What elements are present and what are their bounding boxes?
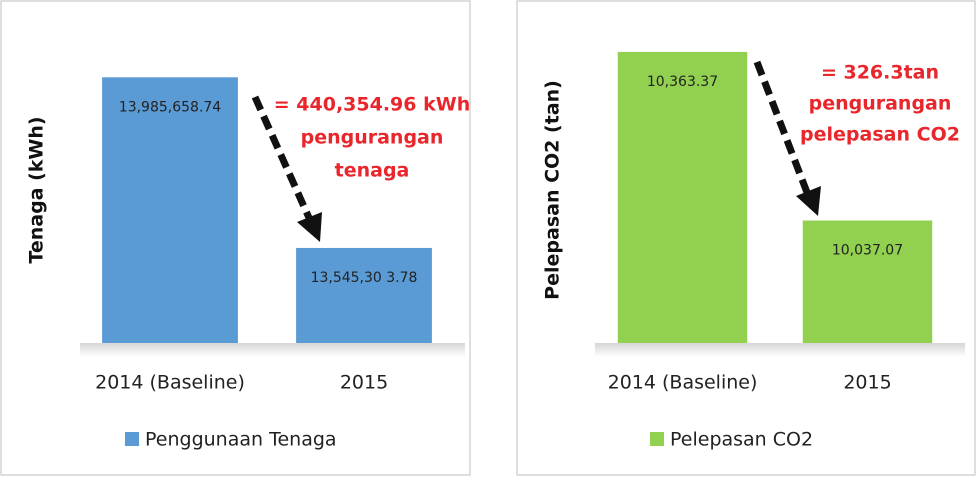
y-axis-label: Tenaga (kWh) [26,116,48,263]
arrow [753,60,812,197]
floor-shadow [80,343,465,357]
legend-swatch [650,432,664,446]
bar [296,247,432,343]
bar [102,77,238,343]
annotation: = 440,354.96 kWh [274,94,470,116]
chart: Tenaga (kWh) = 440,354.96 kWh penguranga… [26,77,470,451]
chart: Pelepasan CO2 (tan) = 326.3tan pengurang… [542,51,960,451]
legend-label: Pelepasan CO2 [670,429,813,451]
panel-border [516,0,976,476]
panel-border [0,0,471,476]
legend-swatch [125,432,139,446]
value-label: 10,037.07 [832,243,903,259]
x-tick-label: 2014 (Baseline) [608,372,758,394]
arrow-head [796,186,821,216]
value-label: 13,545,30 3.78 [311,270,418,286]
annotation: = 326.3tan [821,62,939,84]
bar [802,220,933,343]
annotation: tenaga [335,160,410,182]
floor-shadow [595,343,965,357]
value-label: 13,985,658.74 [119,99,222,115]
arrow [251,95,314,222]
annotation: pengurangan [301,127,444,149]
annotation: pengurangan [809,93,952,115]
annotation: pelepasan CO2 [800,124,960,146]
legend-label: Penggunaan Tenaga [145,429,337,451]
value-label: 10,363.37 [647,74,718,90]
arrow-head [297,212,322,242]
x-tick-label: 2014 (Baseline) [95,372,245,394]
x-tick-label: 2015 [843,372,891,394]
y-axis-label: Pelepasan CO2 (tan) [542,80,564,300]
bar [617,51,748,343]
x-tick-label: 2015 [340,372,388,394]
